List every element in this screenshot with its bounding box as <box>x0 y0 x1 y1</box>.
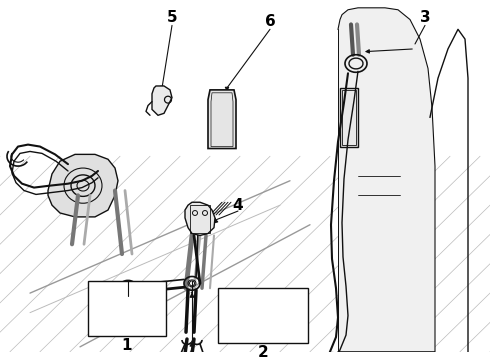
Circle shape <box>190 281 195 286</box>
Bar <box>190 205 210 233</box>
Bar <box>340 88 358 147</box>
Polygon shape <box>185 202 215 235</box>
Polygon shape <box>152 86 172 115</box>
Bar <box>88 282 166 336</box>
Polygon shape <box>48 154 118 217</box>
Circle shape <box>329 359 335 360</box>
Bar <box>218 288 308 343</box>
Text: 5: 5 <box>167 10 177 25</box>
Bar <box>342 90 356 145</box>
Polygon shape <box>208 90 236 149</box>
Text: 3: 3 <box>420 10 430 25</box>
Text: 1: 1 <box>122 338 132 354</box>
Circle shape <box>125 285 131 291</box>
Text: 6: 6 <box>265 14 275 29</box>
Polygon shape <box>338 8 435 352</box>
Text: 4: 4 <box>233 198 244 213</box>
Text: 2: 2 <box>258 345 269 360</box>
